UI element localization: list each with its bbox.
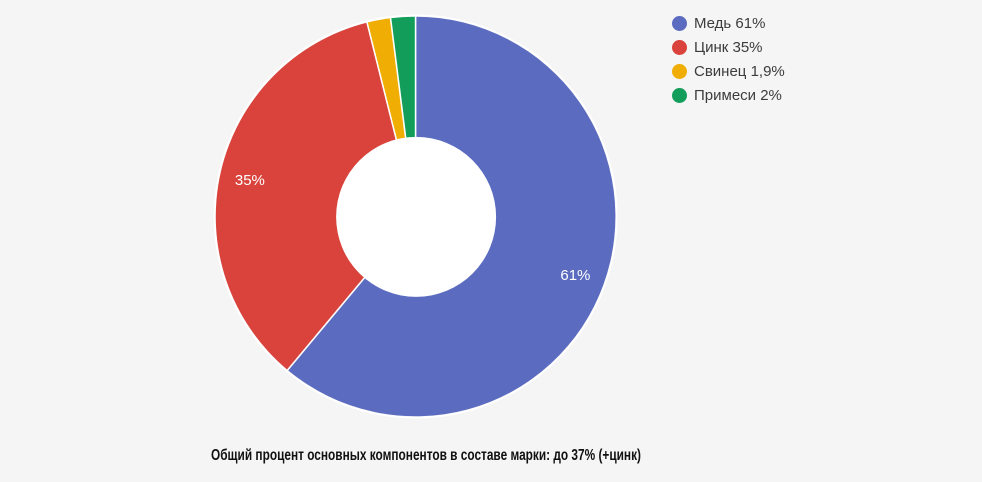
svg-text:35%: 35% <box>235 172 265 189</box>
svg-text:61%: 61% <box>560 267 590 284</box>
